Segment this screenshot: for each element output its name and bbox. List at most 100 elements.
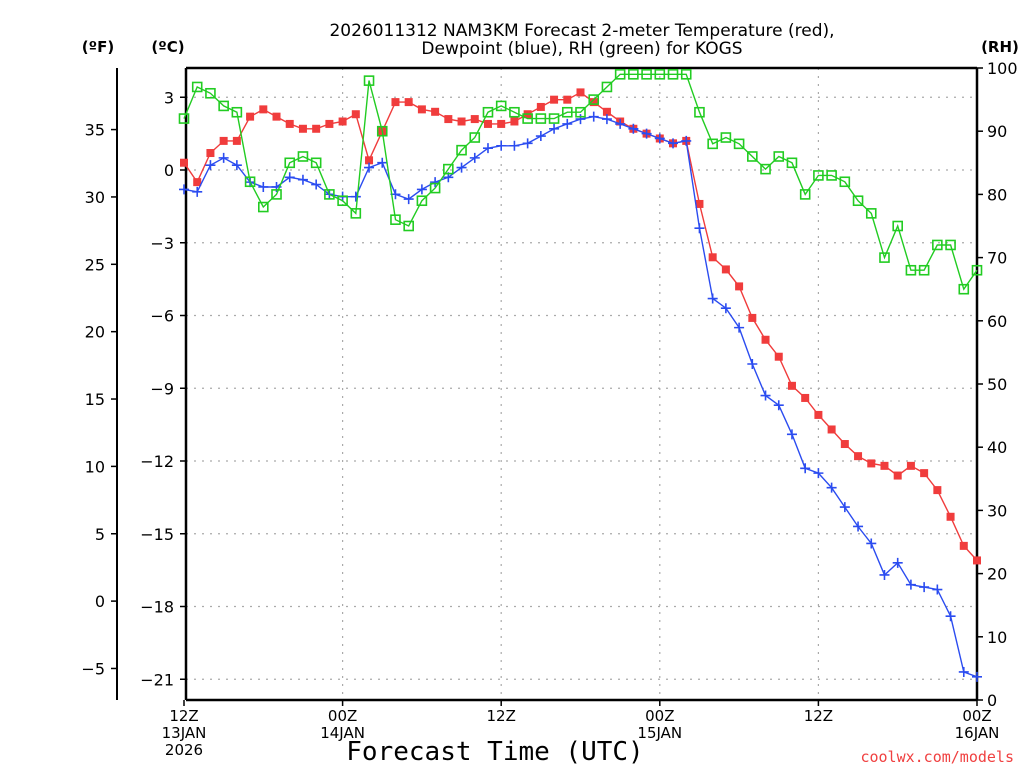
- dewpoint-point: [694, 223, 705, 234]
- dewpoint-point: [905, 579, 916, 590]
- celsius-tick-label: −9: [150, 379, 174, 398]
- temperature-point: [867, 459, 876, 468]
- fahrenheit-tick-label: 35: [85, 121, 105, 140]
- dewpoint-point: [786, 429, 797, 440]
- temperature-point: [272, 112, 281, 121]
- x-tick-label: 16JAN: [955, 724, 1000, 742]
- dewpoint-point: [284, 172, 295, 183]
- temperature-point: [721, 265, 730, 274]
- rh-point: [733, 138, 745, 150]
- temperature-point: [814, 410, 823, 419]
- temperature-point: [312, 124, 321, 133]
- rh-point: [641, 69, 652, 80]
- dewpoint-point: [932, 584, 943, 595]
- temperature-point: [391, 98, 400, 107]
- celsius-tick-label: −15: [140, 525, 174, 544]
- rh-point: [509, 106, 520, 118]
- temperature-point: [589, 98, 598, 107]
- temperature-point: [219, 136, 228, 145]
- temperature-point: [906, 461, 915, 470]
- dewpoint-point: [205, 160, 216, 171]
- temperature-point: [695, 199, 704, 208]
- rh-point: [588, 94, 600, 105]
- temperature-point: [854, 452, 863, 461]
- rh-point: [324, 189, 335, 200]
- dewpoint-point: [535, 131, 546, 142]
- temperature-point: [431, 107, 440, 116]
- temperature-point: [246, 112, 255, 121]
- rh-point: [376, 125, 388, 137]
- dewpoint-point: [681, 135, 692, 146]
- rh-point: [443, 163, 454, 175]
- dewpoint-point: [972, 671, 982, 682]
- rh-point: [337, 195, 348, 207]
- dewpoint-point: [509, 140, 520, 151]
- fahrenheit-tick-label: 15: [85, 390, 105, 409]
- celsius-tick-label: −12: [140, 452, 174, 471]
- rh-point: [667, 69, 679, 80]
- x-tick-label: 00Z: [645, 707, 674, 725]
- temperature-point: [880, 461, 889, 470]
- dewpoint-point: [496, 140, 507, 151]
- temperature-point: [351, 110, 360, 119]
- dewpoint-point: [231, 160, 242, 171]
- rh-point: [271, 189, 282, 200]
- rh-point: [218, 100, 229, 112]
- rh-point: [456, 144, 467, 156]
- temperature-point: [774, 352, 783, 361]
- dewpoint-point: [192, 186, 203, 197]
- rh-point: [310, 157, 322, 169]
- temperature-point: [735, 282, 744, 291]
- chart-title-line1: 2026011312 NAM3KM Forecast 2-meter Tempe…: [329, 21, 834, 41]
- rh-point: [205, 87, 216, 99]
- x-tick-label: 2026: [165, 741, 203, 759]
- dewpoint-point: [892, 557, 903, 568]
- rh-point: [495, 100, 507, 112]
- temperature-point: [259, 105, 268, 114]
- temperature-point: [470, 115, 479, 124]
- temperature-point: [232, 136, 241, 145]
- rh-point: [680, 69, 692, 80]
- temperature-point: [933, 486, 942, 495]
- temperature-point: [708, 253, 717, 262]
- temperature-point: [787, 381, 796, 390]
- rh-point: [284, 157, 296, 169]
- rh-point: [707, 138, 718, 150]
- rh-tick-label: 90: [987, 122, 1007, 141]
- dewpoint-point: [456, 162, 467, 173]
- temperature-point: [325, 119, 334, 128]
- celsius-unit-label: (ºC): [151, 38, 184, 56]
- temperature-line: [183, 91, 978, 561]
- rh-tick-label: 50: [987, 375, 1007, 394]
- temperature-point: [973, 556, 981, 565]
- rh-point: [297, 151, 309, 162]
- rh-point: [244, 176, 256, 188]
- celsius-tick-label: −6: [150, 307, 174, 326]
- rh-point: [469, 132, 481, 143]
- rh-point: [786, 157, 798, 169]
- x-tick-label: 12Z: [804, 707, 833, 725]
- temperature-point: [193, 178, 202, 187]
- dewpoint-point: [853, 521, 864, 532]
- rh-tick-label: 30: [987, 501, 1007, 520]
- temperature-point: [748, 313, 757, 322]
- temperature-point: [946, 512, 955, 521]
- temperature-point: [483, 119, 492, 128]
- temperature-point: [576, 88, 585, 97]
- dewpoint-point: [919, 582, 930, 593]
- rh-point: [971, 264, 983, 276]
- temperature-point: [206, 149, 215, 158]
- rh-point: [614, 69, 626, 80]
- celsius-tick-label: 0: [164, 161, 174, 180]
- rh-point: [548, 113, 560, 124]
- temperature-point: [536, 102, 545, 111]
- dewpoint-point: [879, 569, 890, 580]
- rh-point: [257, 201, 269, 213]
- rh-point: [522, 113, 533, 124]
- temperature-point: [417, 105, 426, 114]
- dewpoint-point: [654, 133, 665, 144]
- dewpoint-point: [297, 174, 308, 185]
- temperature-point: [827, 425, 836, 434]
- rh-point: [905, 264, 917, 276]
